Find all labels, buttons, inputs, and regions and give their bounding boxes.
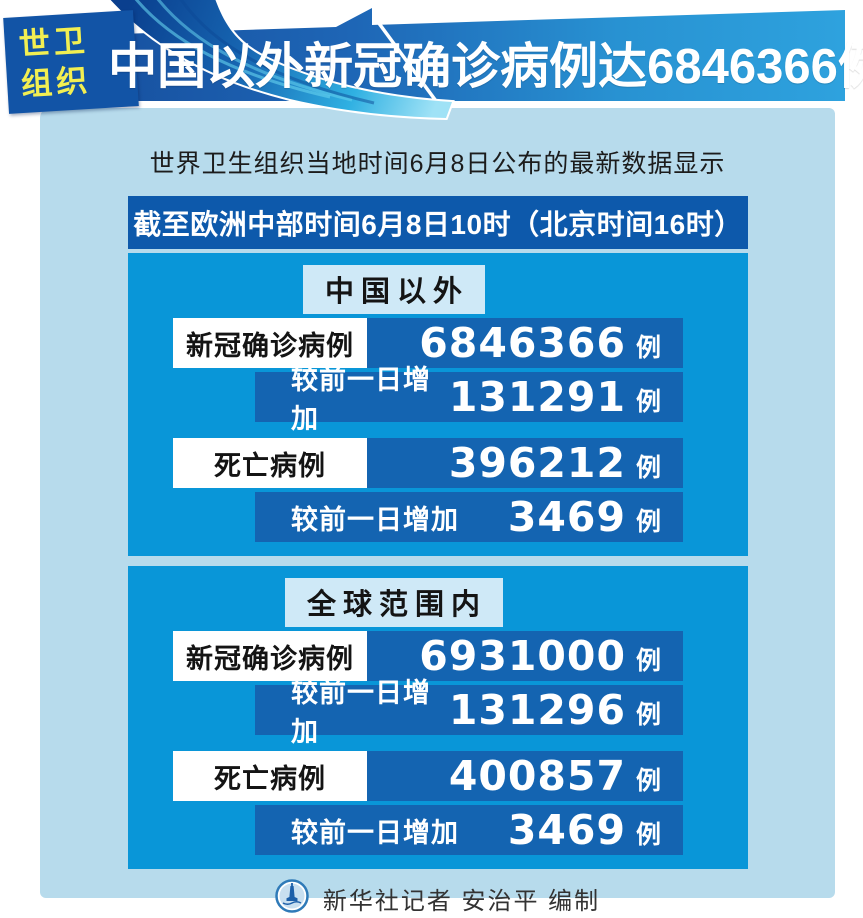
stat-value: 400857 例 [367, 751, 683, 801]
stat-value: 3469 例 [508, 492, 683, 542]
stat-unit: 例 [635, 820, 661, 849]
section-title-box: 中国以外 [302, 265, 485, 314]
stat-number: 3469 [507, 806, 626, 854]
stat-row-delta: 较前一日增加 131296 例 [255, 678, 683, 747]
stat-value: 6931000 例 [367, 631, 683, 681]
stat-unit: 例 [635, 507, 661, 536]
section-title: 全球范围内 [306, 589, 487, 621]
stat-number: 131291 [448, 373, 626, 421]
stat-label: 较前一日增加 [291, 365, 431, 434]
stat-number: 3469 [507, 493, 626, 541]
section-title: 中国以外 [324, 276, 469, 308]
stat-value: 3469 例 [508, 805, 683, 855]
section-title-box: 全球范围内 [284, 578, 503, 627]
stat-number: 131296 [448, 686, 626, 734]
stat-unit: 例 [635, 646, 661, 675]
stat-value: 131296 例 [449, 685, 683, 735]
xinhua-emblem-icon [275, 879, 309, 918]
section-rows: 新冠确诊病例 6846366 例较前一日增加 131291 例死亡病例 396212 例较前… [128, 318, 748, 542]
data-section: 全球范围内 新冠确诊病例 6931000 例较前一日增加 131296 例死亡病例 400… [128, 566, 748, 869]
stat-label: 死亡病例 [173, 438, 367, 488]
stat-unit: 例 [635, 453, 661, 482]
stat-unit: 例 [635, 700, 661, 729]
banner-art-icon [58, 0, 845, 121]
stat-value: 396212 例 [367, 438, 683, 488]
stat-label: 较前一日增加 [291, 817, 459, 848]
stat-row-primary: 死亡病例 400857 例 [173, 751, 683, 801]
stat-row-delta: 较前一日增加 3469 例 [255, 805, 683, 855]
stat-unit: 例 [635, 387, 661, 416]
section-rows: 新冠确诊病例 6931000 例较前一日增加 131296 例死亡病例 400857 例较前… [128, 631, 748, 855]
as-of-bar: 截至欧洲中部时间6月8日10时（北京时间16时） [128, 196, 748, 249]
stat-number: 6846366 [419, 319, 626, 367]
stat-unit: 例 [635, 333, 661, 362]
stat-label: 较前一日增加 [291, 678, 431, 747]
page-title: 中国以外新冠确诊病例达6846366例 [108, 39, 863, 94]
stat-row-delta: 较前一日增加 131291 例 [255, 365, 683, 434]
stat-row-primary: 新冠确诊病例 6931000 例 [173, 631, 683, 681]
background-panel: 世界卫生组织当地时间6月8日公布的最新数据显示 截至欧洲中部时间6月8日10时（… [40, 108, 835, 915]
stat-unit: 例 [635, 766, 661, 795]
stat-label: 新冠确诊病例 [173, 318, 367, 368]
stat-label: 较前一日增加 [291, 504, 459, 535]
sections-host: 中国以外 新冠确诊病例 6846366 例较前一日增加 131291 例死亡病例 3962… [40, 253, 835, 869]
stat-label: 新冠确诊病例 [173, 631, 367, 681]
stat-value: 131291 例 [449, 372, 683, 422]
credit-text: 新华社记者 安治平 编制 [322, 888, 601, 915]
subtitle-text: 世界卫生组织当地时间6月8日公布的最新数据显示 [149, 150, 726, 178]
header-banner: 世卫 组织 中国以外新冠确诊病例达6846366例 [0, 0, 863, 130]
stat-number: 396212 [448, 439, 626, 487]
data-section: 中国以外 新冠确诊病例 6846366 例较前一日增加 131291 例死亡病例 3962… [128, 253, 748, 556]
stat-row-primary: 新冠确诊病例 6846366 例 [173, 318, 683, 368]
stat-row-primary: 死亡病例 396212 例 [173, 438, 683, 488]
credit-line: 新华社记者 安治平 编制 [40, 879, 835, 918]
stat-number: 6931000 [419, 632, 626, 680]
stat-number: 400857 [448, 752, 626, 800]
stat-value: 6846366 例 [367, 318, 683, 368]
stat-label: 死亡病例 [173, 751, 367, 801]
stat-row-delta: 较前一日增加 3469 例 [255, 492, 683, 542]
